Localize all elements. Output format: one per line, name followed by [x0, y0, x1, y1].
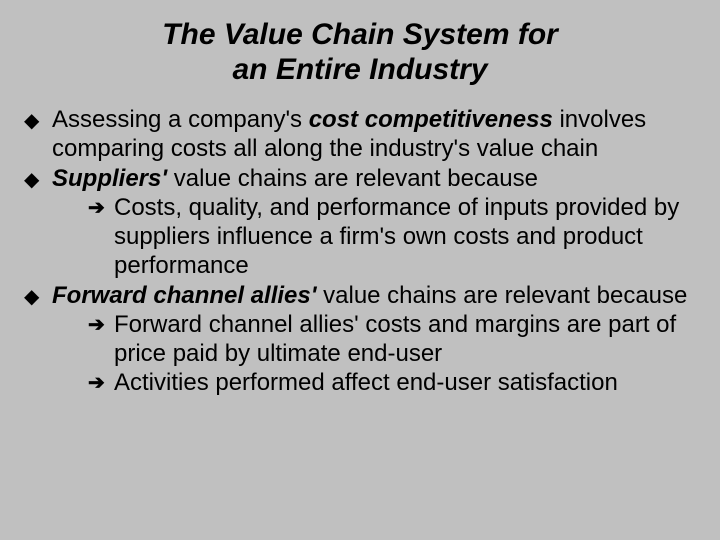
- sub-bullet-text: Activities performed affect end-user sat…: [114, 368, 696, 397]
- text-run: Forward channel allies' costs and margin…: [114, 311, 676, 367]
- diamond-bullet-icon: ◆: [24, 105, 52, 164]
- sub-bullet-item: ➔Forward channel allies' costs and margi…: [52, 310, 696, 369]
- diamond-bullet-icon: ◆: [24, 164, 52, 281]
- bullet-item: ◆Forward channel allies' value chains ar…: [24, 281, 696, 398]
- text-run: Costs, quality, and performance of input…: [114, 194, 679, 280]
- bullet-text: Assessing a company's cost competitivene…: [52, 105, 696, 164]
- arrow-bullet-icon: ➔: [88, 193, 114, 281]
- text-run: Assessing a company's: [52, 106, 309, 133]
- title-line-2: an Entire Industry: [232, 53, 487, 86]
- bullet-item: ◆Assessing a company's cost competitiven…: [24, 105, 696, 164]
- text-run: value chains are relevant because: [167, 165, 538, 192]
- sub-bullet-text: Forward channel allies' costs and margin…: [114, 310, 696, 369]
- text-run: cost competitiveness: [309, 106, 553, 133]
- arrow-bullet-icon: ➔: [88, 368, 114, 397]
- sub-bullet-item: ➔Costs, quality, and performance of inpu…: [52, 193, 696, 281]
- title-line-1: The Value Chain System for: [162, 18, 558, 51]
- sub-bullet-item: ➔Activities performed affect end-user sa…: [52, 368, 696, 397]
- bullet-item: ◆Suppliers' value chains are relevant be…: [24, 164, 696, 281]
- text-run: Activities performed affect end-user sat…: [114, 369, 618, 396]
- text-run: Suppliers': [52, 165, 167, 192]
- text-run: value chains are relevant because: [316, 282, 687, 309]
- bullet-text: Suppliers' value chains are relevant bec…: [52, 164, 696, 281]
- sub-bullet-text: Costs, quality, and performance of input…: [114, 193, 696, 281]
- slide-title: The Value Chain System for an Entire Ind…: [24, 18, 696, 87]
- text-run: Forward channel allies': [52, 282, 316, 309]
- slide-body: ◆Assessing a company's cost competitiven…: [24, 105, 696, 398]
- diamond-bullet-icon: ◆: [24, 281, 52, 398]
- bullet-text: Forward channel allies' value chains are…: [52, 281, 696, 398]
- arrow-bullet-icon: ➔: [88, 310, 114, 369]
